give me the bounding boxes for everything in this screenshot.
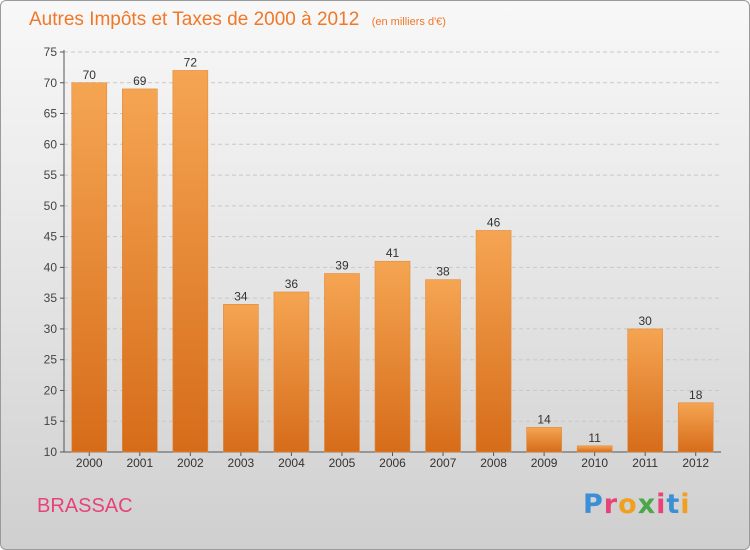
brand-letter: r bbox=[603, 489, 619, 520]
bars bbox=[71, 70, 714, 453]
brand-letter: i bbox=[656, 489, 667, 520]
y-tick-label: 15 bbox=[44, 414, 58, 428]
brand-letter: t bbox=[666, 489, 681, 520]
bar-2008 bbox=[475, 230, 512, 453]
value-label: 18 bbox=[689, 388, 703, 402]
value-label: 72 bbox=[184, 55, 198, 69]
value-label: 39 bbox=[335, 259, 349, 273]
bar-2003 bbox=[223, 304, 259, 453]
bar-2002 bbox=[172, 70, 209, 453]
chart-title-block: Autres Impôts et Taxes de 2000 à 2012 (e… bbox=[29, 9, 446, 31]
bar-2011 bbox=[627, 328, 663, 453]
brand-letter: o bbox=[618, 489, 638, 520]
value-label: 14 bbox=[537, 412, 551, 426]
y-tick-label: 25 bbox=[44, 353, 58, 367]
x-tick-label: 2008 bbox=[480, 456, 507, 470]
x-tick-label: 2004 bbox=[278, 456, 305, 470]
x-tick-label: 2000 bbox=[76, 456, 103, 470]
brand-letter: x bbox=[637, 489, 657, 520]
bar-2004 bbox=[273, 291, 310, 453]
brand-letter: P bbox=[583, 489, 604, 520]
y-tick-label: 70 bbox=[44, 76, 58, 90]
bar-2007 bbox=[425, 279, 461, 453]
brand-letter: i bbox=[680, 489, 691, 520]
y-tick-label: 65 bbox=[44, 107, 58, 121]
town-name: BRASSAC bbox=[37, 495, 133, 517]
data-labels: 70 69 72 34 36 39 41 38 46 14 11 30 18 bbox=[83, 55, 703, 444]
y-tick-label: 10 bbox=[44, 445, 58, 459]
x-tick-label: 2010 bbox=[581, 456, 608, 470]
x-tick-label: 2007 bbox=[430, 456, 457, 470]
value-label: 69 bbox=[133, 74, 147, 88]
chart-title: Autres Impôts et Taxes de 2000 à 2012 bbox=[29, 9, 360, 30]
x-tick-label: 2009 bbox=[531, 456, 558, 470]
y-tick-label: 20 bbox=[44, 383, 58, 397]
x-tick-label: 2003 bbox=[228, 456, 255, 470]
value-label: 41 bbox=[386, 246, 400, 260]
bar-2001 bbox=[122, 88, 158, 453]
y-tick-label: 50 bbox=[44, 199, 58, 213]
y-tick-label: 40 bbox=[44, 260, 58, 274]
gridlines bbox=[64, 51, 721, 422]
bar-2009 bbox=[526, 427, 562, 453]
bar-2005 bbox=[324, 273, 360, 453]
x-tick-label: 2012 bbox=[682, 456, 709, 470]
bar-2006 bbox=[374, 260, 411, 453]
x-tick-label: 2001 bbox=[126, 456, 153, 470]
y-tick-label: 30 bbox=[44, 322, 58, 336]
x-tick-label: 2005 bbox=[329, 456, 356, 470]
y-tick-label: 60 bbox=[44, 137, 58, 151]
x-tick-label: 2011 bbox=[632, 456, 658, 470]
x-tick-label: 2006 bbox=[379, 456, 406, 470]
x-tick-label: 2002 bbox=[177, 456, 204, 470]
chart-subtitle: (en milliers d'€) bbox=[371, 16, 446, 28]
value-label: 36 bbox=[285, 277, 299, 291]
proxiti-logo[interactable]: Proxiti bbox=[583, 489, 691, 520]
bar-2010 bbox=[576, 445, 613, 453]
value-label: 11 bbox=[588, 431, 601, 445]
value-label: 34 bbox=[234, 289, 248, 303]
value-label: 38 bbox=[436, 265, 450, 279]
bar-2000 bbox=[71, 82, 108, 453]
y-tick-label: 35 bbox=[44, 291, 58, 305]
tick-labels: 10 15 20 25 30 35 40 45 50 55 60 65 70 75 2000 2001 2002… bbox=[44, 45, 710, 470]
value-label: 46 bbox=[487, 215, 501, 229]
bar-2012 bbox=[677, 402, 714, 453]
y-tick-label: 75 bbox=[44, 45, 58, 59]
value-label: 70 bbox=[83, 68, 97, 82]
y-tick-label: 45 bbox=[44, 230, 58, 244]
value-label: 30 bbox=[639, 314, 653, 328]
y-tick-label: 55 bbox=[44, 168, 58, 182]
